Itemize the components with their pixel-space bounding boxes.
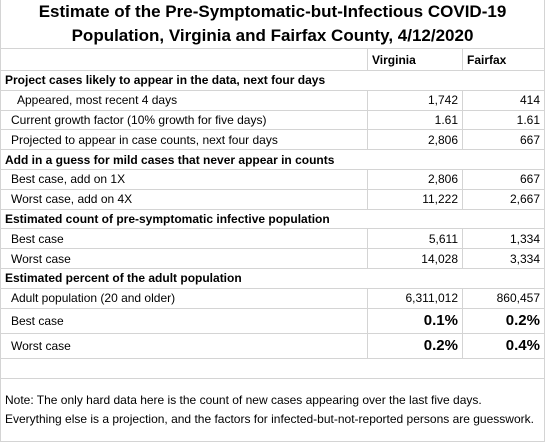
row-label: Adult population (20 and older)	[0, 287, 368, 309]
row-label: Appeared, most recent 4 days	[0, 89, 368, 111]
section-label: Estimated count of pre-symptomatic infec…	[0, 208, 545, 230]
blank-row	[0, 357, 545, 379]
value-cell: 1.61	[462, 109, 545, 131]
value-cell: 1,742	[367, 89, 463, 111]
data-row: Best case 5,611 1,334	[0, 228, 545, 250]
value-cell: 0.1%	[367, 307, 463, 334]
data-row: Current growth factor (10% growth for fi…	[0, 109, 545, 131]
value-cell: 667	[462, 129, 545, 151]
blank-cell	[0, 357, 545, 379]
column-header: Fairfax	[462, 48, 545, 71]
row-label: Worst case	[0, 248, 368, 269]
row-label: Worst case	[0, 332, 368, 359]
data-row: Best case 0.1% 0.2%	[0, 307, 545, 334]
value-cell: 1,334	[462, 228, 545, 250]
section-row: Estimated percent of the adult populatio…	[0, 267, 545, 289]
value-cell: 667	[462, 168, 545, 190]
value-cell: 0.2%	[367, 332, 463, 359]
data-row: Appeared, most recent 4 days 1,742 414	[0, 89, 545, 111]
data-row: Worst case 0.2% 0.4%	[0, 332, 545, 359]
row-label: Best case	[0, 307, 368, 334]
section-label: Estimated percent of the adult populatio…	[0, 267, 545, 289]
section-row: Project cases likely to appear in the da…	[0, 70, 545, 91]
value-cell: 11,222	[367, 188, 463, 210]
blank-cell	[0, 48, 368, 71]
value-cell: 2,806	[367, 168, 463, 190]
value-cell: 860,457	[462, 287, 545, 309]
data-row: Worst case 14,028 3,334	[0, 248, 545, 269]
title: Population, Virginia and Fairfax County,…	[0, 24, 545, 49]
value-cell: 5,611	[367, 228, 463, 250]
row-label: Projected to appear in case counts, next…	[0, 129, 368, 151]
data-row: Best case, add on 1X 2,806 667	[0, 168, 545, 190]
section-label: Add in a guess for mild cases that never…	[0, 149, 545, 170]
value-cell: 414	[462, 89, 545, 111]
value-cell: 2,806	[367, 129, 463, 151]
row-label: Best case, add on 1X	[0, 168, 368, 190]
value-cell: 0.4%	[462, 332, 545, 359]
value-cell: 14,028	[367, 248, 463, 269]
data-row: Projected to appear in case counts, next…	[0, 129, 545, 151]
note: Note: The only hard data here is the cou…	[0, 377, 545, 442]
section-row: Add in a guess for mild cases that never…	[0, 149, 545, 170]
title-row: Population, Virginia and Fairfax County,…	[0, 24, 545, 49]
section-label: Project cases likely to appear in the da…	[0, 70, 545, 91]
value-cell: 3,334	[462, 248, 545, 269]
value-cell: 6,311,012	[367, 287, 463, 309]
row-label: Current growth factor (10% growth for fi…	[0, 109, 368, 131]
column-header: Virginia	[367, 48, 463, 71]
value-cell: 2,667	[462, 188, 545, 210]
value-cell: 0.2%	[462, 307, 545, 334]
header-row: Virginia Fairfax	[0, 48, 545, 71]
value-cell: 1.61	[367, 109, 463, 131]
data-row: Worst case, add on 4X 11,222 2,667	[0, 188, 545, 210]
row-label: Worst case, add on 4X	[0, 188, 368, 210]
title: Estimate of the Pre-Symptomatic-but-Infe…	[0, 0, 545, 24]
data-row: Adult population (20 and older) 6,311,012…	[0, 287, 545, 309]
title-row: Estimate of the Pre-Symptomatic-but-Infe…	[0, 0, 545, 24]
note-row: Note: The only hard data here is the cou…	[0, 377, 545, 442]
section-row: Estimated count of pre-symptomatic infec…	[0, 208, 545, 230]
row-label: Best case	[0, 228, 368, 250]
